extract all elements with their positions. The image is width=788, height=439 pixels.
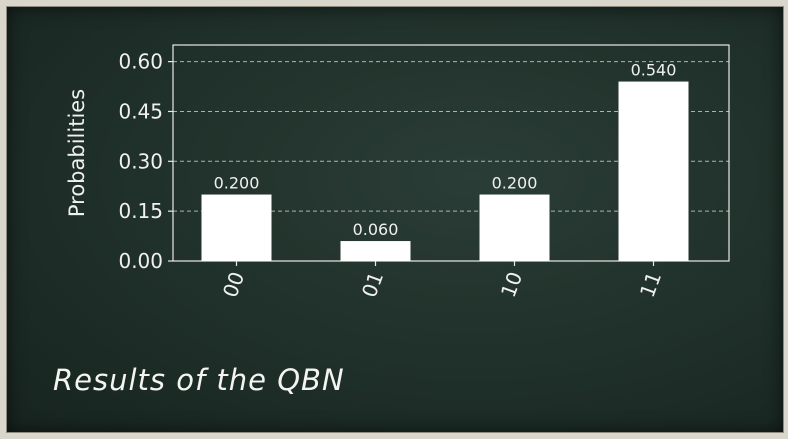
chalkboard: 0.00 0.15 0.30 0.45 0.60 Probabilities 0.200 00…: [6, 6, 784, 433]
bar-10: [479, 194, 550, 261]
bar-01: [340, 241, 411, 261]
data-label-10: 0.200: [492, 174, 538, 193]
caption: Results of the QBN: [53, 363, 345, 397]
plot-frame: [172, 44, 730, 262]
x-tick-label-11: 11: [635, 269, 666, 301]
y-tick-label: 0.15: [118, 199, 163, 223]
x-tick-label-01: 01: [357, 269, 388, 301]
bar-chart: 0.00 0.15 0.30 0.45 0.60 Probabilities 0.200 00…: [65, 44, 730, 301]
x-tick-label-00: 00: [218, 269, 249, 301]
bar-11: [618, 81, 689, 261]
y-tick-label: 0.30: [118, 149, 163, 173]
y-axis-label: Probabilities: [65, 89, 89, 217]
data-label-01: 0.060: [353, 220, 399, 239]
y-tick-label: 0.45: [118, 99, 163, 123]
y-tick-label: 0.60: [118, 50, 163, 74]
bar-00: [201, 194, 272, 261]
data-label-00: 0.200: [214, 174, 260, 193]
x-tick-label-10: 10: [496, 269, 527, 301]
y-tick-label: 0.00: [118, 249, 163, 273]
data-label-11: 0.540: [631, 61, 677, 80]
